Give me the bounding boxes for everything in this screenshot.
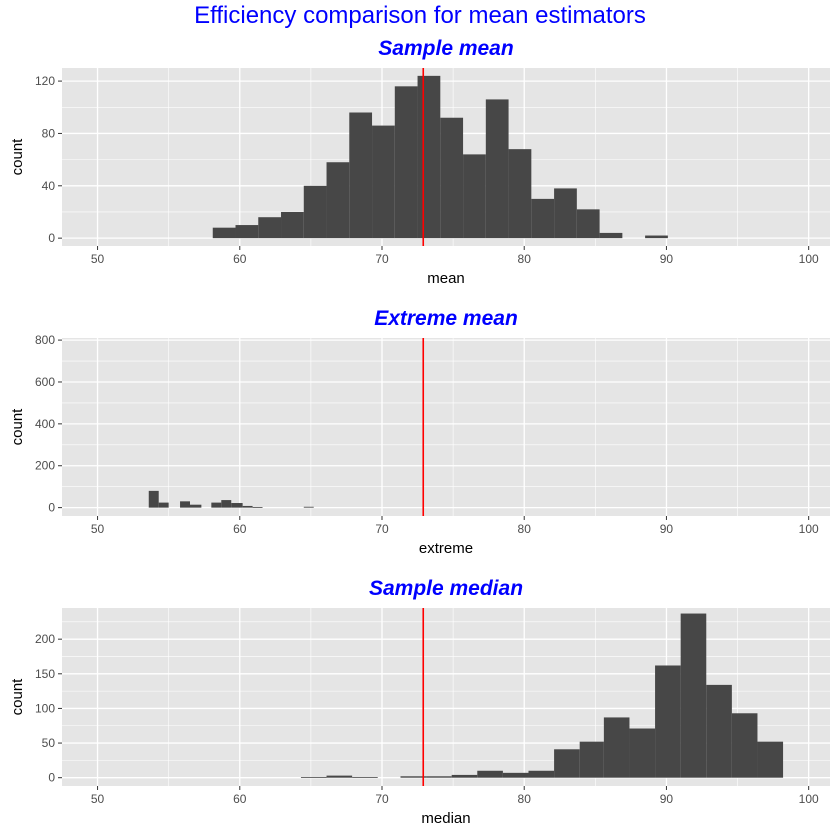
- y-tick-label: 100: [35, 701, 55, 715]
- y-tick-label: 400: [35, 417, 55, 431]
- x-tick-label: 70: [375, 252, 389, 266]
- histogram-bar: [485, 99, 509, 239]
- histogram-bar: [417, 75, 441, 239]
- x-tick-label: 90: [660, 522, 674, 536]
- y-axis-title: count: [9, 678, 26, 716]
- y-tick-label: 600: [35, 375, 55, 389]
- x-tick-label: 100: [799, 252, 819, 266]
- histogram-bar: [235, 225, 259, 239]
- x-tick-label: 50: [91, 792, 105, 806]
- histogram-panel-extreme-mean: 50 60 70 80 90 100 0 200 400 600 800 Extreme mean e…: [9, 307, 830, 557]
- histogram-panel-sample-mean: 50 60 70 80 90 100 0 40 80 120 Sample mean mean co…: [9, 37, 830, 287]
- y-tick-label: 150: [35, 667, 55, 681]
- panel-title: Sample mean: [378, 37, 513, 60]
- histogram-bar: [579, 741, 604, 778]
- histogram-bar: [252, 506, 263, 508]
- histogram-bar: [731, 713, 758, 778]
- histogram-bar: [508, 149, 532, 239]
- y-axis-title: count: [9, 408, 26, 446]
- histogram-bar: [258, 217, 282, 239]
- x-tick-label: 70: [375, 522, 389, 536]
- histogram-bar: [528, 770, 555, 778]
- plot-area: 50 60 70 80 90 100 0 40 80 120: [35, 68, 830, 266]
- histogram-bar: [645, 235, 668, 239]
- histogram-bar: [372, 125, 395, 239]
- histogram-bar: [231, 503, 243, 508]
- histogram-bar: [211, 502, 222, 508]
- histogram-bar: [190, 504, 202, 508]
- panel-background: [62, 338, 830, 516]
- x-tick-label: 100: [799, 792, 819, 806]
- page-title: Efficiency comparison for mean estimator…: [194, 2, 646, 29]
- histogram-bar: [326, 775, 353, 778]
- plot-area: 50 60 70 80 90 100 0 200 400 600 800: [35, 333, 830, 536]
- plot-area: 50 60 70 80 90 100 0 50 100 150 200: [35, 608, 830, 806]
- y-tick-label: 200: [35, 459, 55, 473]
- x-tick-label: 80: [518, 522, 532, 536]
- histogram-panel-sample-median: 50 60 70 80 90 100 0 50 100 150 200 Sample median m…: [9, 577, 830, 827]
- histogram-bar: [554, 749, 580, 778]
- x-tick-label: 50: [91, 252, 105, 266]
- histogram-bar: [242, 505, 253, 508]
- histogram-bar: [352, 776, 378, 778]
- x-tick-label: 80: [518, 792, 532, 806]
- x-tick-label: 90: [660, 252, 674, 266]
- x-axis-title: mean: [427, 270, 465, 287]
- histogram-bar: [158, 502, 169, 508]
- x-tick-label: 90: [660, 792, 674, 806]
- x-tick-label: 80: [518, 252, 532, 266]
- histogram-bar: [451, 774, 478, 778]
- x-axis-title: extreme: [419, 540, 473, 557]
- y-tick-label: 800: [35, 333, 55, 347]
- y-tick-label: 0: [48, 501, 55, 515]
- histogram-bar: [426, 776, 452, 778]
- panel-title: Extreme mean: [374, 307, 518, 330]
- histogram-bar: [281, 211, 304, 239]
- histogram-bar: [394, 86, 418, 239]
- x-tick-label: 60: [233, 252, 247, 266]
- histogram-bar: [440, 117, 464, 239]
- y-tick-label: 0: [48, 771, 55, 785]
- histogram-bar: [599, 232, 623, 239]
- histogram-bar: [349, 112, 373, 239]
- histogram-bar: [680, 613, 707, 778]
- histogram-bar: [554, 188, 577, 239]
- histogram-bar: [148, 490, 159, 508]
- x-axis-title: median: [421, 810, 470, 827]
- x-tick-label: 50: [91, 522, 105, 536]
- y-tick-label: 0: [48, 231, 55, 245]
- histogram-bar: [655, 665, 681, 778]
- histogram-bar: [629, 728, 656, 778]
- histogram-bar: [576, 209, 600, 239]
- histogram-bar: [531, 198, 555, 239]
- histogram-bar: [326, 162, 350, 239]
- panel-title: Sample median: [369, 577, 523, 600]
- histogram-bar: [757, 741, 784, 778]
- histogram-bar: [303, 185, 327, 239]
- histogram-bar: [212, 227, 236, 239]
- histogram-bar: [221, 500, 232, 508]
- histogram-bar: [463, 154, 486, 239]
- y-tick-label: 50: [42, 736, 56, 750]
- y-tick-label: 120: [35, 74, 55, 88]
- x-tick-label: 100: [799, 522, 819, 536]
- histogram-bar: [300, 776, 327, 778]
- histogram-bar: [706, 684, 732, 778]
- histogram-bar: [477, 770, 503, 778]
- x-tick-label: 70: [375, 792, 389, 806]
- histogram-bar: [400, 776, 427, 778]
- y-tick-label: 200: [35, 632, 55, 646]
- x-tick-label: 60: [233, 792, 247, 806]
- histogram-bar: [502, 772, 529, 778]
- histogram-bar: [180, 501, 190, 508]
- histogram-bar: [303, 506, 314, 508]
- histogram-bar: [603, 717, 630, 778]
- x-tick-label: 60: [233, 522, 247, 536]
- y-tick-label: 40: [42, 179, 56, 193]
- y-axis-title: count: [9, 138, 26, 176]
- y-tick-label: 80: [42, 126, 56, 140]
